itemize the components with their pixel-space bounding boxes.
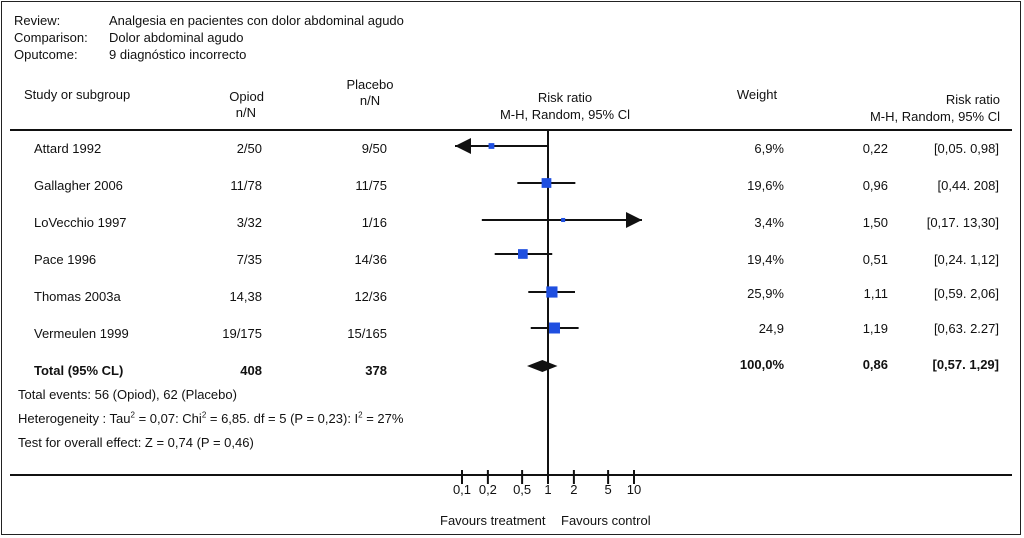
favours-treatment-label: Favours treatment [440, 513, 546, 528]
placebo-value: 1/16 [361, 215, 387, 230]
placebo-value: 14/36 [354, 252, 387, 267]
total-rr: 0,86 [862, 357, 888, 372]
col-rr2-header: Risk ratio [945, 92, 1000, 107]
total-weight: 100,0% [739, 357, 784, 372]
study-name: LoVecchio 1997 [34, 215, 127, 230]
opiod-value: 11/78 [230, 178, 262, 193]
placebo-value: 9/50 [361, 141, 387, 156]
study-name: Thomas 2003a [34, 289, 121, 304]
ci-arrow-right [626, 212, 642, 228]
ci-value: [0,59. 2,06] [933, 286, 999, 301]
study-name: Pace 1996 [34, 252, 97, 267]
ci-value: [0,17. 13,30] [926, 215, 999, 230]
study-name: Vermeulen 1999 [34, 326, 129, 341]
study-name: Gallagher 2006 [34, 178, 123, 193]
axis-tick-label: 0,5 [513, 482, 531, 497]
outcome-label: Oputcome: [14, 47, 78, 62]
placebo-value: 12/36 [354, 289, 387, 304]
axis-tick-label: 0,2 [479, 482, 497, 497]
total-ci: [0,57. 1,29] [932, 357, 1000, 372]
total-opiod: 408 [240, 363, 262, 378]
total-label: Total (95% CL) [34, 363, 124, 378]
weight-value: 19,6% [747, 178, 784, 193]
rr-value: 1,11 [863, 286, 888, 301]
point-estimate-marker [549, 322, 560, 334]
col-rr2-sub: M-H, Random, 95% Cl [869, 109, 1000, 124]
pooled-diamond [527, 360, 558, 372]
rr-value: 0,51 [862, 252, 888, 267]
axis-tick-label: 1 [544, 482, 551, 497]
total-placebo: 378 [365, 363, 387, 378]
header-rule [10, 129, 1012, 131]
point-estimate-marker [546, 286, 558, 298]
col-rr-header: Risk ratio [537, 90, 593, 105]
col-weight-header: Weight [736, 87, 778, 102]
ci-value: [0,05. 0,98] [933, 141, 999, 156]
weight-value: 19,4% [747, 252, 784, 267]
heterogeneity: Heterogeneity : Tau2 = 0,07: Chi2 = 6,85… [18, 410, 404, 426]
col-rr-sub: M-H, Random, 95% Cl [499, 107, 631, 122]
total-events: Total events: 56 (Opiod), 62 (Placebo) [18, 387, 237, 402]
axis-tick-label: 5 [604, 482, 611, 497]
favours-control-label: Favours control [561, 513, 651, 528]
axis-tick-label: 10 [627, 482, 641, 497]
ci-value: [0,63. 2.27] [933, 321, 999, 336]
rr-value: 1,19 [862, 321, 888, 336]
point-estimate-marker [541, 178, 552, 188]
ci-arrow-left [455, 138, 471, 154]
review-value: Analgesia en pacientes con dolor abdomin… [109, 13, 404, 28]
point-estimate-marker [518, 249, 528, 259]
rr-value: 0,96 [862, 178, 888, 193]
weight-value: 24,9 [758, 321, 784, 336]
placebo-value: 15/165 [347, 326, 387, 341]
study-name: Attard 1992 [34, 141, 102, 156]
opiod-value: 3/32 [236, 215, 262, 230]
opiod-value: 7/35 [236, 252, 262, 267]
point-estimate-marker [488, 143, 495, 149]
overall-effect: Test for overall effect: Z = 0,74 (P = 0… [18, 435, 254, 450]
col-placebo-sub: n/N [359, 93, 381, 108]
weight-value: 25,9% [747, 286, 784, 301]
rr-value: 0,22 [862, 141, 888, 156]
weight-value: 6,9% [754, 141, 784, 156]
comparison-value: Dolor abdominal agudo [109, 30, 244, 45]
ci-value: [0,24. 1,12] [933, 252, 999, 267]
opiod-value: 2/50 [236, 141, 262, 156]
col-opiod-sub: n/N [235, 105, 256, 120]
axis-tick-label: 0,1 [453, 482, 471, 497]
bottom-rule [10, 474, 1012, 476]
placebo-value: 11/75 [355, 178, 387, 193]
col-placebo-header: Placebo [346, 77, 394, 92]
opiod-value: 14,38 [229, 289, 262, 304]
axis-tick-label: 2 [570, 482, 577, 497]
opiod-value: 19/175 [222, 326, 262, 341]
outcome-value: 9 diagnóstico incorrecto [109, 47, 247, 62]
col-opiod-header: Opiod [229, 89, 264, 104]
col-study-header: Study or subgroup [24, 87, 131, 102]
weight-value: 3,4% [754, 215, 784, 230]
point-estimate-marker [561, 217, 566, 223]
comparison-label: Comparison: [14, 30, 88, 45]
rr-value: 1,50 [862, 215, 888, 230]
ci-value: [0,44. 208] [937, 178, 999, 193]
review-label: Review: [14, 13, 61, 28]
